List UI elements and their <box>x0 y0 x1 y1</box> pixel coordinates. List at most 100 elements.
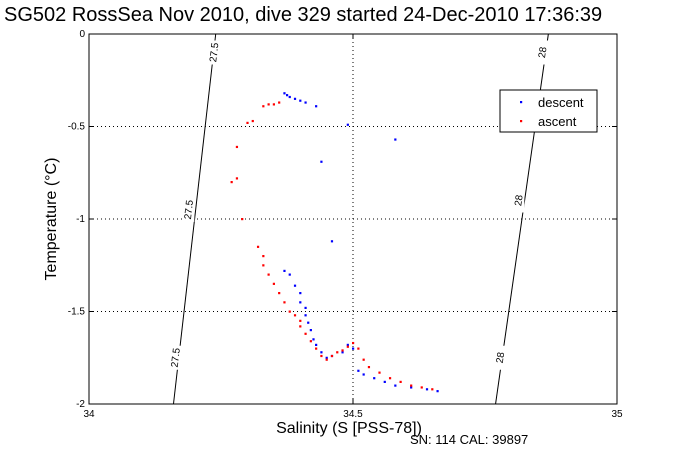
descent-point <box>304 306 307 309</box>
descent-point <box>410 386 413 389</box>
ascent-point <box>272 103 275 106</box>
ascent-point <box>293 314 297 317</box>
y-tick-label: -1 <box>76 214 85 225</box>
legend-marker-ascent <box>520 120 523 123</box>
ascent-point <box>315 347 318 350</box>
y-axis-label: Temperature (°C) <box>43 158 60 281</box>
descent-point <box>293 97 297 100</box>
descent-point <box>299 301 302 304</box>
contour-label: 27.5 <box>170 347 183 368</box>
descent-point <box>346 123 349 126</box>
descent-point <box>341 351 344 354</box>
contour-label-background <box>184 197 195 222</box>
contour-label-background <box>495 345 506 370</box>
ascent-point <box>230 181 233 184</box>
y-tick-label: -1.5 <box>68 307 86 318</box>
ascent-point <box>283 301 286 304</box>
ascent-point <box>431 388 434 391</box>
ascent-point <box>262 264 265 267</box>
contour-label: 27.5 <box>208 42 221 63</box>
ascent-point <box>320 354 323 358</box>
ascent-point <box>304 332 307 335</box>
descent-point <box>283 269 286 272</box>
x-tick-label: 34 <box>83 409 95 420</box>
ascent-point <box>278 101 281 104</box>
descent-point <box>362 373 365 376</box>
legend-marker-descent <box>520 101 523 104</box>
contour-label-background <box>538 40 549 65</box>
x-tick-label: 35 <box>611 409 623 420</box>
descent-point <box>286 94 289 97</box>
descent-point <box>373 377 376 380</box>
ascent-point <box>352 341 355 345</box>
descent-point <box>425 388 429 391</box>
ascent-point <box>399 380 402 383</box>
contour-label-background <box>209 40 220 65</box>
contour-label: 27.5 <box>183 199 196 220</box>
ascent-point <box>341 349 344 352</box>
legend-box <box>499 89 598 133</box>
ascent-point <box>367 366 371 369</box>
y-tick-label: -0.5 <box>68 122 86 133</box>
ascent-point <box>420 386 423 389</box>
descent-point <box>320 160 323 163</box>
descent-point <box>299 99 302 102</box>
chart-title: SG502 RossSea Nov 2010, dive 329 started… <box>4 4 603 26</box>
ascent-point <box>299 325 302 328</box>
contour-label: 28 <box>513 194 526 207</box>
ascent-point <box>330 354 334 358</box>
ascent-point <box>410 384 413 387</box>
contour-label-background <box>514 188 525 213</box>
y-tick-label: -2 <box>76 399 85 410</box>
descent-point <box>352 347 355 350</box>
ascent-point <box>346 345 349 348</box>
descent-point <box>293 284 297 287</box>
descent-point <box>315 105 318 108</box>
contour-label-background <box>171 345 182 370</box>
ascent-point <box>299 319 302 322</box>
legend-label-descent: descent <box>538 95 584 110</box>
descent-point <box>288 273 291 276</box>
ascent-point <box>362 358 365 361</box>
descent-point <box>304 314 307 317</box>
ascent-point <box>251 119 254 123</box>
descent-point <box>394 384 397 387</box>
descent-point <box>307 321 310 324</box>
descent-point <box>357 369 360 372</box>
descent-point <box>325 356 328 359</box>
ascent-point <box>288 310 291 313</box>
ascent-point <box>388 377 392 380</box>
descent-point <box>283 92 286 95</box>
descent-point <box>330 240 334 243</box>
ascent-point <box>241 218 244 221</box>
descent-point <box>315 343 318 346</box>
descent-point <box>312 338 315 341</box>
serial-calibration-text: SN: 114 CAL: 39897 <box>410 432 529 447</box>
density-contour-line <box>172 33 217 405</box>
ascent-point <box>378 371 381 374</box>
ascent-point <box>267 103 270 106</box>
descent-point <box>299 292 302 295</box>
contour-label: 28 <box>537 46 550 59</box>
descent-point <box>383 380 386 383</box>
ascent-point <box>272 282 275 285</box>
descent-point <box>320 351 323 354</box>
descent-point <box>288 95 291 99</box>
descent-point <box>309 329 312 332</box>
ascent-point <box>325 358 328 361</box>
ascent-point <box>309 340 312 343</box>
ascent-point <box>256 245 260 248</box>
ascent-point <box>235 145 239 149</box>
descent-point <box>304 101 307 104</box>
ascent-point <box>246 121 249 124</box>
x-tick-label: 34.5 <box>343 409 363 420</box>
ascent-point <box>357 347 360 350</box>
ascent-point <box>336 351 339 354</box>
y-tick-label: 0 <box>79 29 85 40</box>
descent-point <box>436 390 439 393</box>
ascent-point <box>262 255 265 258</box>
descent-point <box>394 138 397 141</box>
contour-label: 28 <box>495 351 508 364</box>
descent-point <box>346 343 349 346</box>
